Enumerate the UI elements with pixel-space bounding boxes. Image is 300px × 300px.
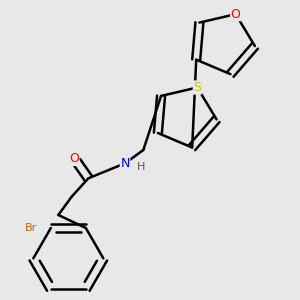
Text: Br: Br [25,223,38,233]
Text: S: S [193,81,201,94]
Text: N: N [120,157,130,170]
Text: O: O [231,8,241,21]
Text: H: H [137,162,145,172]
Text: O: O [69,152,79,166]
